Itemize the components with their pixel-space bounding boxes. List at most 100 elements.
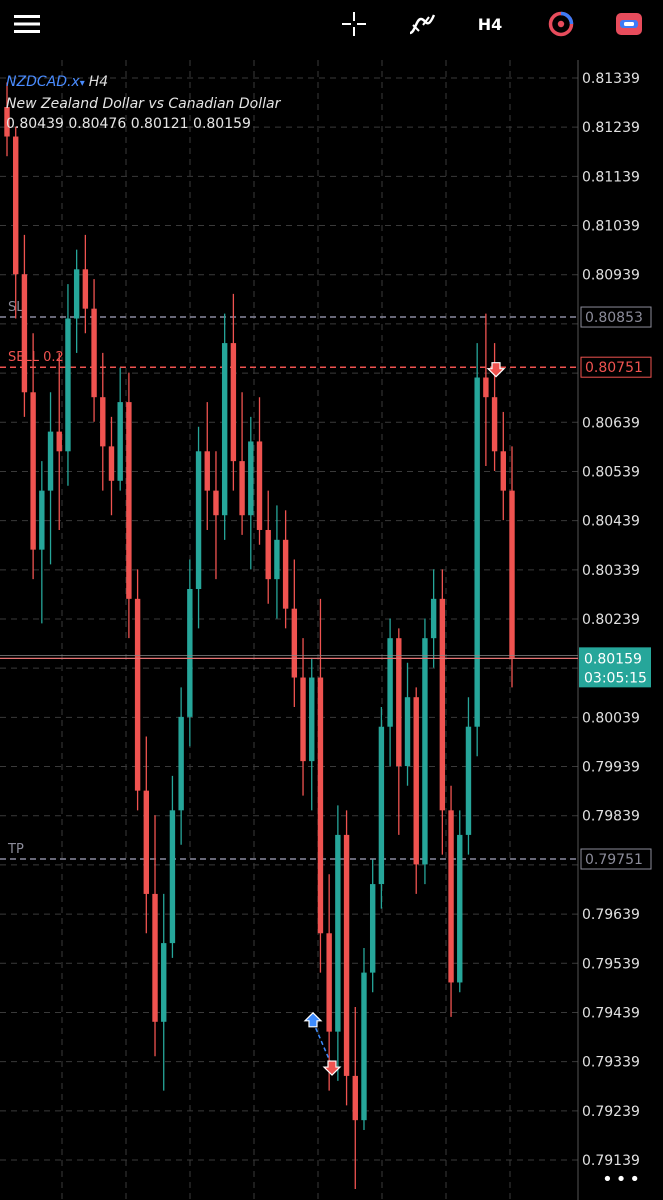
candle-body[interactable] (369, 884, 376, 973)
candle-body[interactable] (230, 343, 237, 462)
candle-body[interactable] (430, 598, 437, 639)
indicators-button[interactable] (404, 4, 440, 44)
candle-body[interactable] (204, 451, 210, 491)
current-price-label: 0.80159 (584, 651, 642, 667)
candle-body[interactable] (352, 1075, 358, 1121)
candle-body[interactable] (161, 943, 167, 1022)
objects-button[interactable] (544, 4, 578, 44)
take-profit-label: TP (7, 842, 24, 857)
candle-body[interactable] (396, 638, 402, 767)
price-tick-label: 0.79439 (582, 1005, 640, 1021)
candle-body[interactable] (265, 529, 271, 580)
candle-body[interactable] (143, 790, 150, 894)
menu-button[interactable] (8, 4, 46, 44)
candle-body[interactable] (256, 441, 263, 530)
price-tick-label: 0.81039 (582, 219, 640, 235)
indicators-icon (409, 14, 436, 35)
sell-arrow-icon[interactable] (486, 362, 506, 378)
price-tick-label: 0.80539 (582, 464, 640, 480)
trade-icon (616, 13, 642, 35)
price-tick-label: 0.79139 (582, 1153, 640, 1169)
candle-body[interactable] (47, 431, 54, 491)
candle-body[interactable] (335, 834, 341, 1032)
candle-body[interactable] (282, 539, 289, 609)
price-tick-label: 0.81239 (582, 120, 640, 136)
candle-body[interactable] (378, 726, 385, 885)
candle-body[interactable] (465, 726, 472, 835)
price-tick-label: 0.80239 (582, 612, 640, 628)
candle-body[interactable] (483, 377, 489, 398)
price-tick-label: 0.80039 (582, 710, 640, 726)
candle-body[interactable] (274, 539, 280, 580)
candle-body[interactable] (56, 431, 62, 452)
price-tick-label: 0.79939 (582, 760, 640, 776)
candle-body[interactable] (73, 269, 80, 319)
candle-body[interactable] (213, 490, 219, 516)
candle-body[interactable] (248, 441, 254, 516)
candle-body[interactable] (317, 677, 324, 934)
candle-body[interactable] (309, 677, 315, 762)
price-tick-label: 0.81139 (582, 169, 640, 185)
candle-body[interactable] (439, 598, 446, 811)
candle-body[interactable] (474, 377, 480, 727)
candle-body[interactable] (117, 402, 123, 481)
objects-icon (548, 11, 574, 37)
candle-body[interactable] (100, 397, 106, 447)
bar-countdown-label: 03:05:15 (584, 670, 647, 686)
candle-body[interactable] (221, 343, 228, 516)
take-profit-price-box (580, 848, 652, 870)
price-tick-label: 0.80339 (582, 563, 640, 579)
candle-body[interactable] (152, 893, 158, 1022)
candle-body[interactable] (491, 397, 498, 452)
candle-body[interactable] (4, 107, 10, 137)
timeframe-label: H4 (477, 14, 503, 34)
candle-body[interactable] (422, 638, 428, 865)
candle-body[interactable] (187, 588, 193, 717)
candle-body[interactable] (13, 136, 19, 275)
more-options-icon[interactable]: ••• (602, 1169, 643, 1190)
candle-body[interactable] (134, 598, 141, 791)
candle-body[interactable] (387, 638, 393, 727)
stop-loss-price-box (580, 306, 652, 328)
take-profit-price-label: 0.79751 (585, 852, 643, 868)
price-tick-label: 0.80939 (582, 268, 640, 284)
candle-body[interactable] (413, 697, 419, 865)
sell-arrow-icon[interactable] (322, 1060, 342, 1076)
candle-body[interactable] (126, 402, 132, 599)
price-tick-label: 0.79339 (582, 1055, 640, 1071)
candle-body[interactable] (91, 308, 97, 398)
price-tick-label: 0.81339 (582, 71, 640, 87)
candle-body[interactable] (82, 269, 89, 309)
candle-body[interactable] (361, 972, 367, 1121)
trade-connection-line (312, 1021, 333, 1067)
candle-body[interactable] (239, 461, 245, 516)
price-tick-label: 0.80639 (582, 415, 640, 431)
candle-body[interactable] (404, 697, 411, 767)
candle-body[interactable] (343, 834, 350, 1076)
candle-body[interactable] (65, 318, 71, 452)
candle-body[interactable] (457, 834, 463, 983)
candle-body[interactable] (39, 490, 45, 550)
buy-arrow-icon[interactable] (303, 1011, 323, 1028)
candle-body[interactable] (300, 677, 306, 762)
candle-body[interactable] (169, 810, 176, 944)
stop-loss-price-label: 0.80853 (585, 310, 643, 326)
candle-body[interactable] (509, 490, 515, 658)
price-tick-label: 0.79239 (582, 1104, 640, 1120)
candle-body[interactable] (195, 451, 202, 589)
candle-body[interactable] (500, 451, 506, 491)
candle-body[interactable] (448, 810, 454, 983)
candle-body[interactable] (21, 274, 28, 393)
candle-body[interactable] (178, 716, 184, 811)
candle-body[interactable] (291, 608, 298, 678)
price-chart[interactable]: 0.81339 0.81239 0.81139 0.81039 0.80939 0.806… (0, 48, 663, 1200)
price-tick-label: 0.79539 (582, 956, 640, 972)
candle-body[interactable] (30, 392, 36, 550)
sell-order-price-box (580, 356, 652, 378)
candle-body[interactable] (326, 933, 332, 1032)
timeframe-button[interactable]: H4 (470, 4, 510, 44)
trade-button[interactable] (612, 4, 646, 44)
candle-body[interactable] (108, 446, 115, 481)
toolbar: H4 (0, 0, 663, 48)
crosshair-button[interactable] (336, 4, 372, 44)
